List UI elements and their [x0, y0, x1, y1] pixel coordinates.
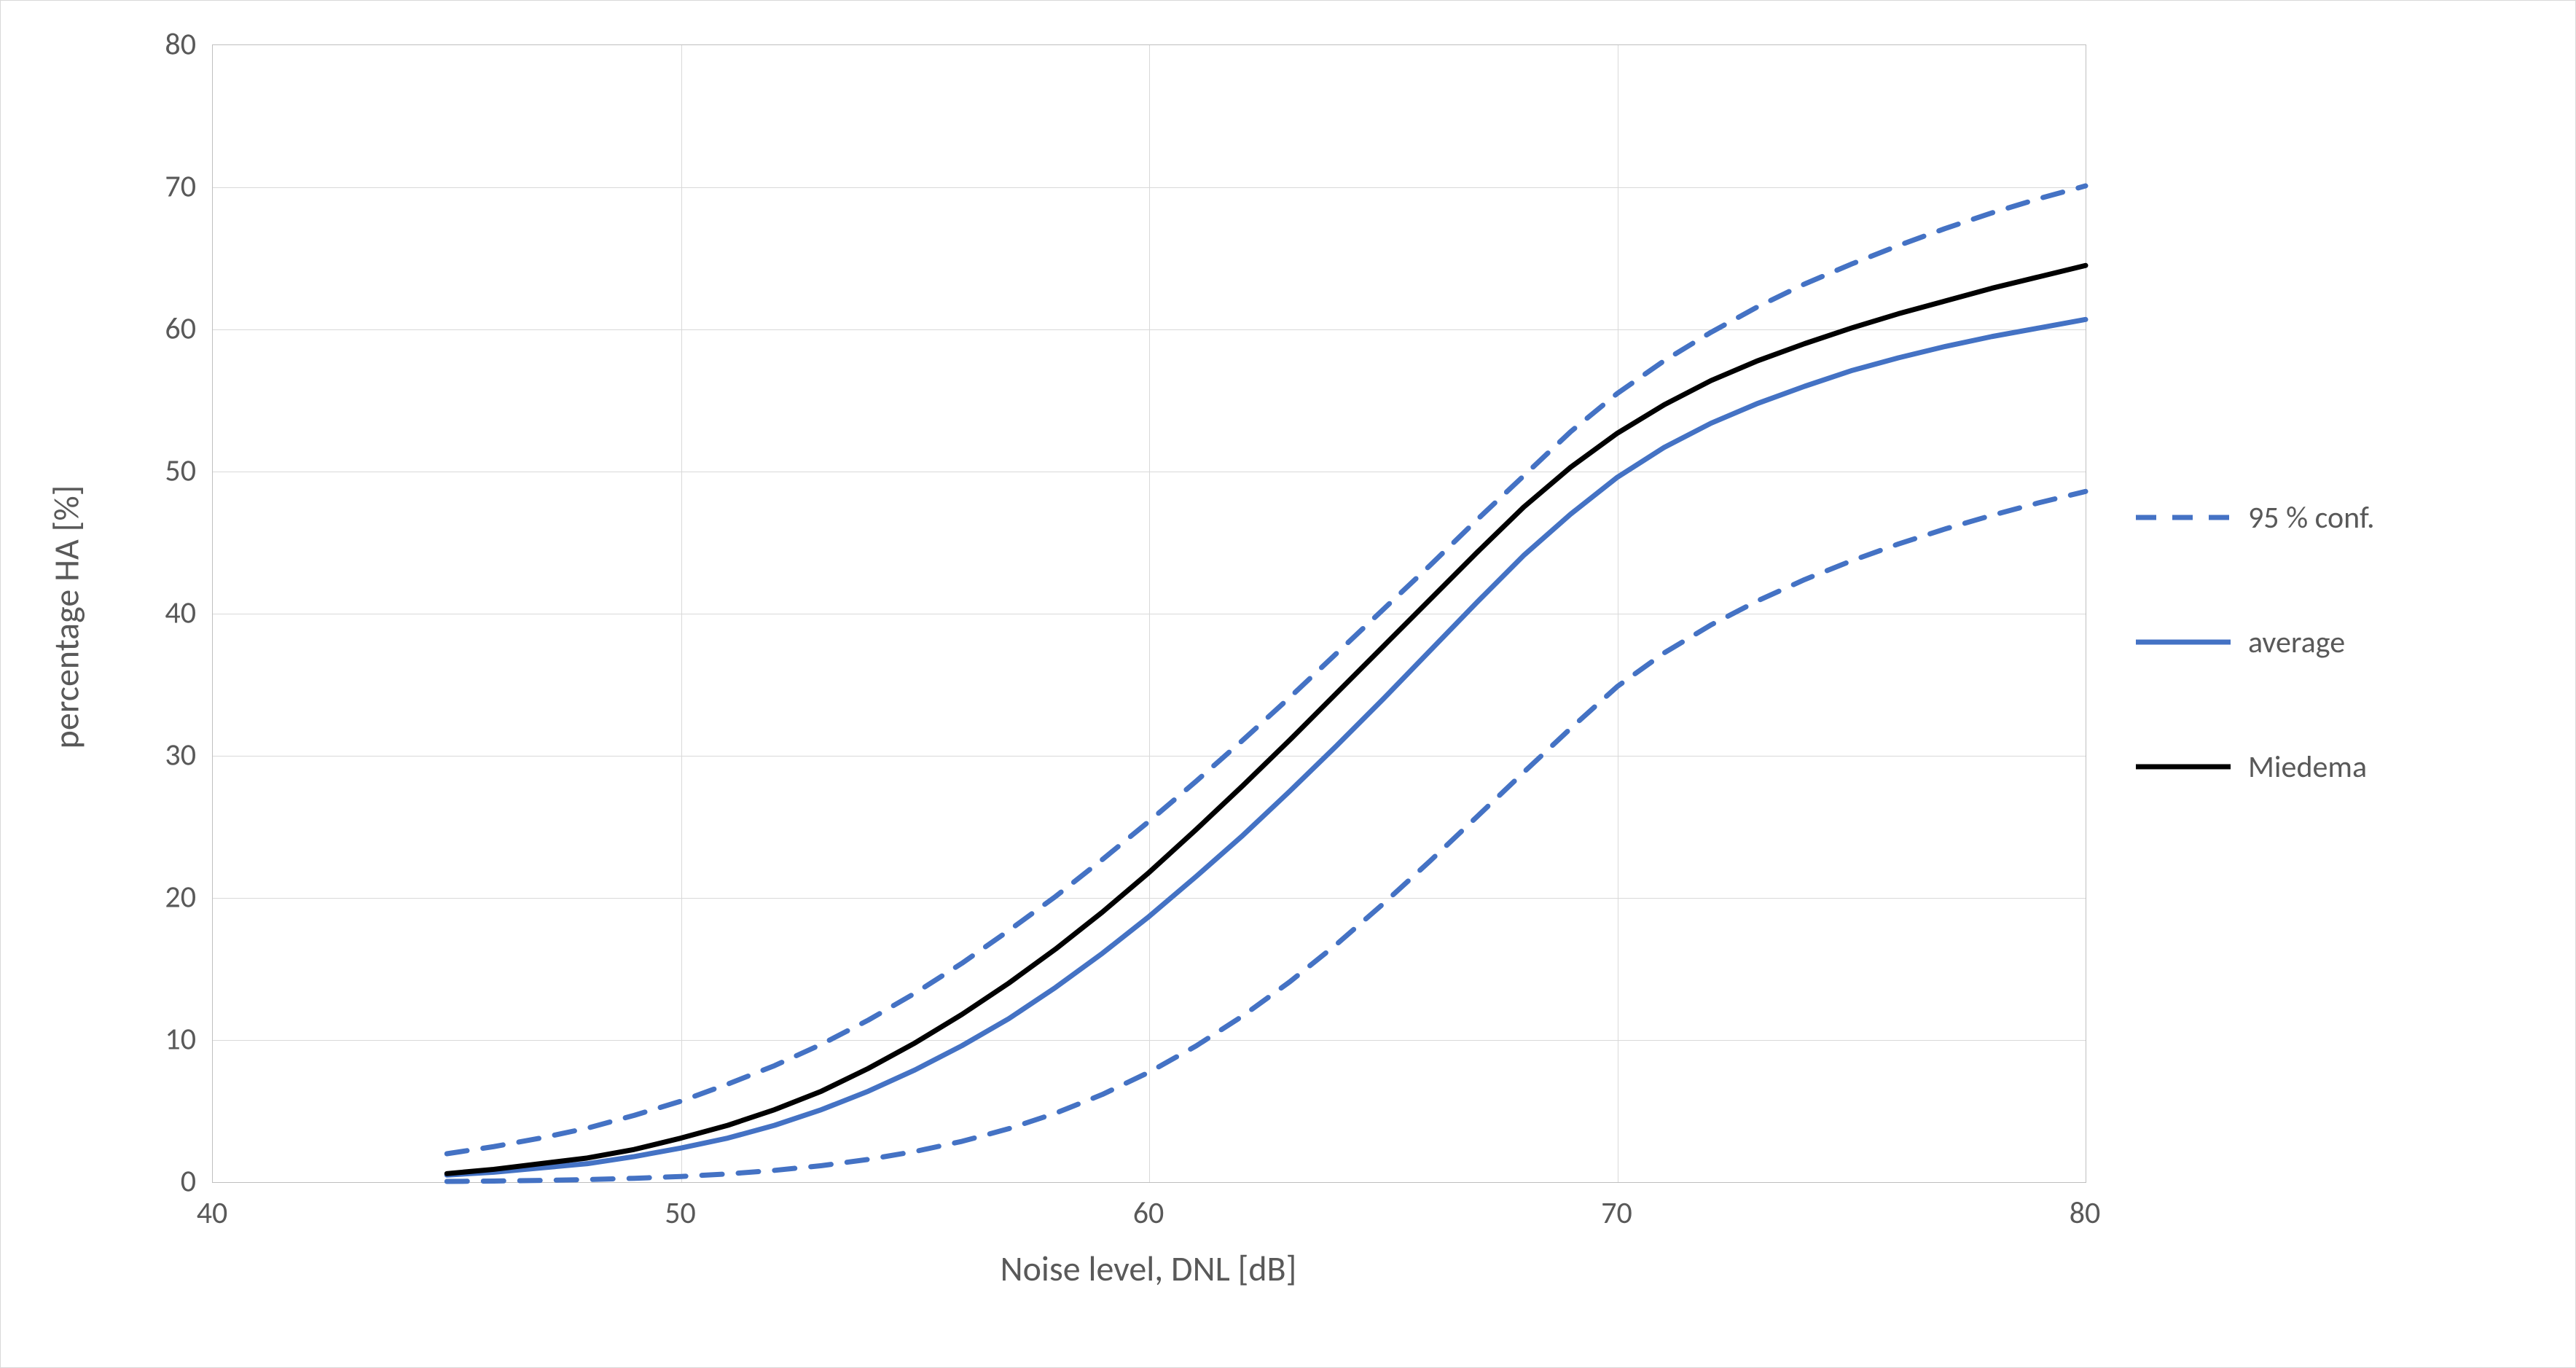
- y-tick-label: 50: [165, 453, 196, 490]
- legend-swatch: [2136, 762, 2231, 772]
- y-tick-label: 60: [165, 310, 196, 348]
- y-tick-label: 40: [165, 595, 196, 632]
- y-tick-label: 0: [181, 1163, 196, 1200]
- x-tick-label: 60: [1133, 1195, 1164, 1232]
- x-tick-label: 70: [1601, 1195, 1632, 1232]
- legend-swatch: [2136, 512, 2231, 523]
- x-axis-title: Noise level, DNL [dB]: [212, 1247, 2085, 1290]
- chart-frame: 40 50 60 70 80 0 10 20 30 40 50 60 70 80 Noise level, …: [0, 0, 2576, 1368]
- x-tick-label: 80: [2070, 1195, 2101, 1232]
- y-tick-label: 70: [165, 168, 196, 206]
- y-tick-label: 30: [165, 737, 196, 774]
- y-tick-label: 80: [165, 26, 196, 63]
- series-line: [447, 491, 2086, 1181]
- legend-item: average: [2136, 624, 2544, 661]
- series-layer: [213, 45, 2086, 1182]
- legend-label: Miedema: [2248, 749, 2367, 786]
- series-line: [447, 319, 2086, 1175]
- y-axis-title: percentage HA [%]: [45, 49, 88, 1186]
- series-line: [447, 265, 2086, 1173]
- legend-label: average: [2248, 624, 2345, 661]
- y-tick-label: 10: [165, 1021, 196, 1058]
- legend: 95 % conf. average Miedema: [2136, 438, 2544, 846]
- x-tick-label: 50: [665, 1195, 696, 1232]
- legend-swatch: [2136, 637, 2231, 647]
- legend-item: Miedema: [2136, 749, 2544, 786]
- y-tick-label: 20: [165, 879, 196, 916]
- legend-item: 95 % conf.: [2136, 499, 2544, 536]
- x-tick-label: 40: [197, 1195, 228, 1232]
- legend-label: 95 % conf.: [2248, 499, 2375, 536]
- plot-area: [212, 44, 2086, 1183]
